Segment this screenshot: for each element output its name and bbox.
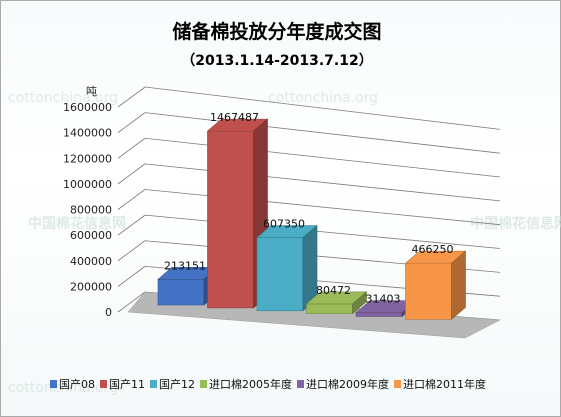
- gridline: [144, 163, 501, 202]
- bar-5: [404, 250, 467, 321]
- y-tick-label: 200000: [70, 280, 112, 293]
- data-label: 466250: [412, 243, 454, 256]
- y-tick-label: 0: [105, 306, 112, 319]
- y-tick-label: 800000: [70, 204, 112, 217]
- data-label: 80472: [316, 284, 351, 297]
- legend-label: 国产08: [59, 377, 95, 391]
- data-label: 31403: [366, 293, 401, 306]
- legend-label: 国产11: [109, 377, 145, 391]
- bar-front: [256, 237, 304, 312]
- bar-front: [157, 279, 205, 306]
- watermark-text: cottonchina.org: [8, 90, 118, 106]
- gridline-side: [117, 86, 146, 108]
- legend-label: 国产12: [159, 377, 195, 391]
- legend-swatch: [394, 380, 401, 388]
- gridline-side: [117, 291, 146, 313]
- legend-label: 进口棉2009年度: [306, 377, 389, 391]
- gridline: [144, 137, 501, 178]
- data-label: 213151: [164, 259, 206, 272]
- gridline-side: [117, 112, 146, 133]
- chart-title: 储备棉投放分年度成交图: [172, 20, 381, 43]
- gridline: [144, 112, 501, 154]
- legend-label: 进口棉2005年度: [209, 377, 292, 391]
- legend-swatch: [50, 380, 57, 388]
- watermark-text: cottonchina.org: [268, 90, 378, 106]
- chart-subtitle: （2013.1.14-2013.7.12）: [181, 53, 372, 69]
- watermark-text: 中国棉花信息网: [470, 215, 561, 232]
- legend-item: 国产08: [50, 377, 95, 391]
- legend-swatch: [100, 380, 107, 388]
- bar-2: [256, 224, 318, 312]
- bar-side: [451, 250, 466, 321]
- y-tick-label: 400000: [70, 255, 112, 268]
- bar-front: [207, 130, 254, 309]
- legend: 国产08 国产11 国产12 进口棉2005年度 进口棉2009年度 进口棉2011年度: [50, 377, 486, 391]
- gridline-side: [117, 266, 146, 287]
- y-tick-label: 600000: [70, 229, 112, 242]
- legend-swatch: [297, 380, 304, 388]
- gridline: [144, 86, 501, 130]
- data-label: 1467487: [210, 111, 259, 124]
- y-tick-label: 1200000: [63, 152, 112, 165]
- legend-item: 进口棉2005年度: [200, 377, 292, 391]
- data-label: 607350: [263, 218, 305, 231]
- gridline-side: [117, 189, 146, 210]
- bar-front: [306, 303, 353, 314]
- y-tick-label: 1400000: [63, 127, 112, 140]
- watermark-text: 中国棉花信息网: [28, 215, 126, 232]
- bar-front: [405, 262, 452, 320]
- watermark-layer: cottonchina.org cottonchina.org cottonchin…: [8, 90, 561, 396]
- watermark-text: cottonchina.org: [8, 380, 118, 396]
- legend-swatch: [200, 380, 207, 388]
- y-tick-label: 1000000: [63, 178, 112, 191]
- bars: [157, 118, 467, 321]
- gridline-side: [117, 163, 146, 185]
- legend-item: 进口棉2009年度: [297, 377, 389, 391]
- gridline-side: [117, 240, 146, 262]
- legend-swatch: [150, 380, 157, 388]
- gridline-side: [117, 214, 146, 236]
- bar-side: [352, 291, 367, 315]
- legend-item: 国产12: [150, 377, 195, 391]
- data-labels: 213151 1467487 607350 80472 31403 466250: [164, 111, 454, 306]
- y-axis-ticks: 0 200000 400000 600000 800000 1000000 1200000 1…: [63, 101, 112, 319]
- legend-label: 进口棉2011年度: [403, 377, 486, 391]
- legend-item: 国产11: [100, 377, 145, 391]
- legend-item: 进口棉2011年度: [394, 377, 486, 391]
- bar-3: [305, 291, 368, 315]
- gridline: [144, 189, 501, 226]
- bar-front: [355, 312, 403, 317]
- y-axis-unit-label: 吨: [86, 85, 97, 98]
- gridline-side: [117, 137, 146, 159]
- y-tick-label: 1600000: [63, 101, 112, 114]
- gridline: [144, 214, 501, 249]
